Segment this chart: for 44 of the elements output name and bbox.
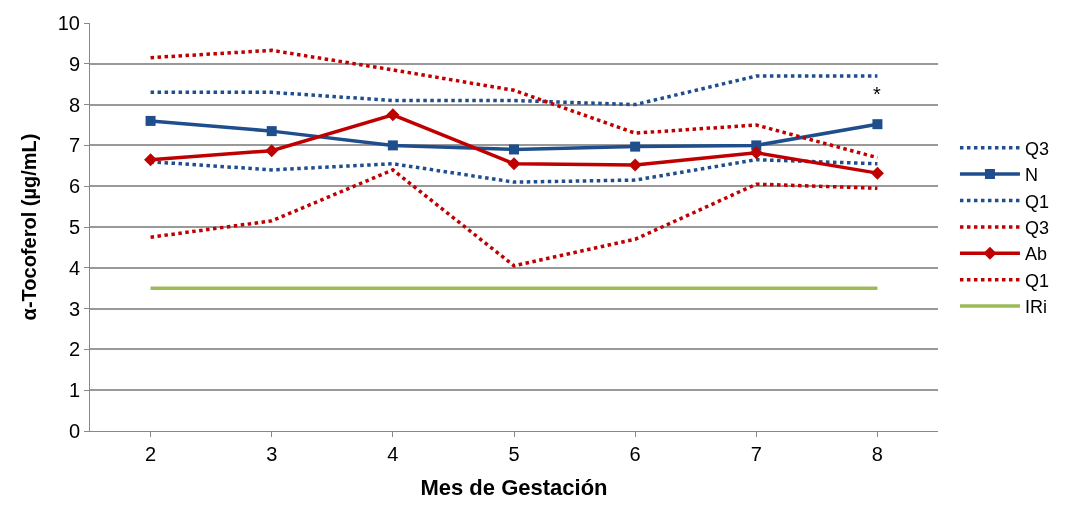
legend-label: IRi	[1024, 297, 1047, 318]
point	[144, 153, 158, 167]
point	[387, 140, 398, 151]
line-series	[148, 74, 880, 107]
legend-label: Ab	[1024, 244, 1047, 265]
line-series	[148, 168, 880, 268]
x-tick-label: 8	[871, 443, 883, 465]
x-tick-label: 3	[266, 443, 278, 465]
x-tick-label: 2	[145, 443, 157, 465]
y-tick-label: 4	[68, 256, 80, 279]
point	[266, 126, 277, 137]
point	[507, 157, 521, 171]
legend-label: N	[1024, 165, 1038, 186]
point	[509, 144, 519, 155]
x-tick-label: 4	[387, 443, 399, 465]
y-tick-label: 8	[68, 93, 80, 116]
point	[265, 144, 279, 158]
line-series	[148, 48, 880, 160]
y-tick-label: 7	[68, 134, 80, 157]
x-tick-label: 6	[629, 443, 641, 465]
point	[749, 146, 763, 160]
legend-label: Q3	[1024, 217, 1049, 238]
y-tick-label: 2	[68, 338, 80, 361]
y-tick-label: 9	[68, 52, 80, 75]
y-tick-label: 3	[68, 297, 80, 320]
point	[628, 158, 642, 172]
y-tick-label: 10	[57, 12, 80, 34]
point	[872, 119, 883, 130]
point	[386, 108, 400, 122]
x-axis-title: Mes de Gestación	[420, 474, 608, 500]
x-tick-label: 5	[508, 443, 520, 465]
x-tick-label: 7	[750, 443, 762, 465]
legend-label: Q1	[1024, 270, 1049, 291]
legend-label: Q3	[1024, 138, 1049, 159]
annotation: *	[873, 83, 881, 105]
y-tick-label: 5	[68, 216, 80, 238]
point	[630, 141, 641, 152]
y-tick-label: 1	[68, 379, 80, 402]
legend-label: Q1	[1024, 191, 1049, 212]
y-axis-title: α-Tocoferol (µg/mL)	[18, 133, 41, 321]
point	[870, 166, 884, 180]
y-tick-label: 0	[68, 420, 80, 442]
point	[145, 115, 156, 126]
y-tick-label: 6	[68, 175, 80, 198]
